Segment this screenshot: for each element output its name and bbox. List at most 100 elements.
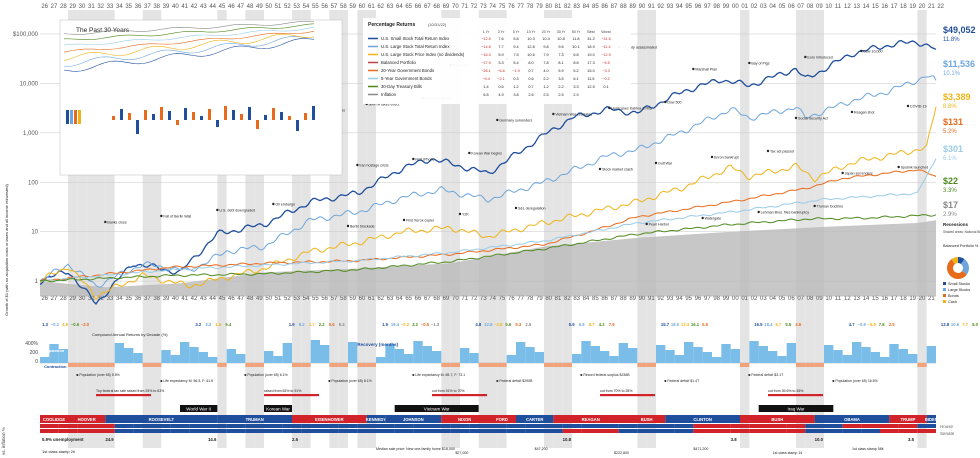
annotation-label: S&L deregulation bbox=[518, 206, 545, 210]
year-label-top: 83 bbox=[573, 4, 580, 10]
year-label-bottom: 05 bbox=[779, 296, 786, 302]
tax-note: raised from 63% to 91% bbox=[264, 389, 301, 393]
panel-axis-label: 200 bbox=[30, 350, 39, 356]
decade-return-value: 15.7 bbox=[661, 322, 670, 327]
year-label-top: 73 bbox=[480, 4, 487, 10]
expansion-bar bbox=[348, 342, 358, 363]
house-control bbox=[562, 424, 582, 428]
note-dot bbox=[328, 380, 331, 382]
expansion-bar bbox=[124, 348, 134, 363]
decade-return-value: −0.9 bbox=[858, 322, 867, 327]
year-label-top: 12 bbox=[844, 4, 851, 10]
year-label-bottom: 89 bbox=[629, 296, 636, 302]
house-control bbox=[861, 424, 880, 428]
series-end-value: $11,536 bbox=[943, 59, 975, 69]
decade-return-value: 3.2 bbox=[205, 322, 211, 327]
legend-cell: 0.3 bbox=[513, 77, 518, 81]
year-label-bottom: 47 bbox=[237, 296, 244, 302]
president-name: REAGAN bbox=[582, 417, 600, 422]
year-label-bottom: 82 bbox=[564, 296, 571, 302]
expansion-bar bbox=[824, 345, 834, 363]
legend-cell: 11.5 bbox=[587, 77, 594, 81]
legend-cell: 10.8 bbox=[557, 37, 564, 41]
year-label-bottom: 79 bbox=[536, 296, 543, 302]
expansion-bar bbox=[292, 363, 302, 367]
senate-control bbox=[674, 429, 694, 433]
year-label-bottom: 90 bbox=[639, 296, 646, 302]
legend-cell: 10.3 bbox=[527, 37, 534, 41]
year-label-bottom: 04 bbox=[769, 296, 776, 302]
year-label-top: 07 bbox=[797, 4, 804, 10]
war-bar bbox=[180, 405, 218, 412]
house-control bbox=[824, 424, 843, 428]
house-control bbox=[488, 424, 507, 428]
expansion-bar bbox=[469, 353, 479, 363]
senate-control bbox=[96, 429, 115, 433]
expansion-bar bbox=[450, 363, 460, 367]
recession-band bbox=[105, 10, 115, 448]
senate-control bbox=[730, 429, 750, 433]
expansion-bar bbox=[404, 354, 414, 363]
balanced-title: Balanced Portfolio % bbox=[943, 244, 979, 248]
president-bar bbox=[366, 415, 386, 423]
annotation-label: Germany surrenders bbox=[499, 118, 532, 122]
legend-column-header: Best bbox=[587, 30, 594, 34]
expansion-bar bbox=[506, 355, 516, 363]
year-label-bottom: 43 bbox=[200, 296, 207, 302]
year-label-bottom: 92 bbox=[657, 296, 664, 302]
year-label-bottom: 37 bbox=[144, 296, 151, 302]
annotation-label: Fall of Berlin Wall bbox=[163, 214, 191, 218]
year-label-top: 77 bbox=[517, 4, 524, 10]
legend-row-label: U.S. Small Stock Total Return Index bbox=[381, 36, 450, 41]
decade-return-value: 5.9 bbox=[569, 322, 575, 327]
inset-line-1 bbox=[64, 36, 315, 67]
senate-control bbox=[488, 429, 507, 433]
senate-control bbox=[618, 429, 638, 433]
expansion-bar bbox=[852, 342, 862, 363]
house-control bbox=[301, 424, 320, 428]
legend-cell: 7.8 bbox=[543, 61, 548, 65]
series-line-1 bbox=[39, 75, 937, 288]
year-label-top: 46 bbox=[228, 4, 235, 10]
expansion-bar bbox=[842, 355, 852, 363]
year-label-bottom: 83 bbox=[573, 296, 580, 302]
year-label-top: 15 bbox=[872, 4, 879, 10]
year-label-top: 42 bbox=[191, 4, 198, 10]
legend-cell: 8.8 bbox=[573, 61, 578, 65]
year-label-top: 37 bbox=[144, 4, 151, 10]
war-label: Vietnam War bbox=[424, 407, 450, 412]
president-name: FORD bbox=[496, 417, 508, 422]
senate-control bbox=[77, 429, 96, 433]
year-label-top: 11 bbox=[835, 4, 842, 10]
year-label-top: 21 bbox=[928, 4, 935, 10]
house-control bbox=[376, 424, 395, 428]
year-label-bottom: 17 bbox=[891, 296, 898, 302]
decade-return-value: 19.4 bbox=[391, 322, 400, 327]
year-label-bottom: 98 bbox=[713, 296, 720, 302]
senate-control bbox=[189, 429, 208, 433]
legend-cell: 2.9 bbox=[573, 93, 578, 97]
expansion-bar bbox=[730, 349, 740, 363]
note-dot bbox=[748, 374, 751, 376]
annotation-label: Bay of Pigs bbox=[751, 61, 769, 65]
year-label-top: 94 bbox=[676, 4, 683, 10]
year-label-bottom: 29 bbox=[69, 296, 76, 302]
house-label: House bbox=[940, 424, 954, 429]
inset-bar bbox=[240, 114, 243, 120]
president-bar bbox=[488, 415, 516, 423]
expansion-bar bbox=[170, 355, 180, 363]
year-label-top: 75 bbox=[499, 4, 506, 10]
inset-bar bbox=[144, 110, 147, 120]
decade-return-value: 18.4 bbox=[764, 322, 773, 327]
expansion-bar bbox=[646, 363, 656, 367]
year-label-top: 02 bbox=[751, 4, 758, 10]
year-label-top: 55 bbox=[312, 4, 319, 10]
year-label-bottom: 85 bbox=[592, 296, 599, 302]
house-control bbox=[469, 424, 488, 428]
expansion-bar bbox=[908, 354, 918, 363]
note-text: Population (over 65) 5.5% bbox=[79, 373, 119, 377]
series-end-value: $49,052 bbox=[943, 25, 976, 35]
senate-control bbox=[525, 429, 544, 433]
inset-bar bbox=[208, 109, 211, 120]
decade-return-value: 5.4 bbox=[225, 322, 231, 327]
